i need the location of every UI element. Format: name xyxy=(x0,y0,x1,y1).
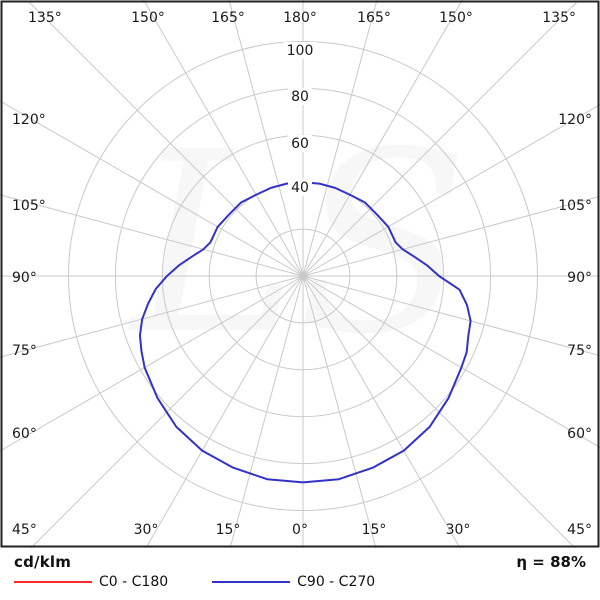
unit-label: cd/klm xyxy=(14,553,72,571)
legend-entry-c90-c270[interactable]: C90 - C270 xyxy=(212,574,375,590)
grid-spoke xyxy=(302,275,600,449)
angle-label: 150° xyxy=(439,10,473,26)
angle-label: 150° xyxy=(131,10,165,26)
grid-spoke xyxy=(145,275,304,548)
legend-entry-c0-c180[interactable]: C0 - C180 xyxy=(14,574,168,590)
angle-label: 90° xyxy=(12,270,37,286)
angle-label: 45° xyxy=(567,522,592,538)
angle-label: 135° xyxy=(28,10,62,26)
angle-label: 105° xyxy=(12,198,46,214)
radial-label-backdrop xyxy=(283,42,317,59)
radial-tick-label: 80 xyxy=(291,89,309,105)
grid-spoke xyxy=(302,2,577,277)
grid-spoke xyxy=(302,195,600,277)
grid-spoke xyxy=(302,0,463,277)
angle-label: 165° xyxy=(211,10,245,26)
legend-swatch-c0-c180 xyxy=(14,581,92,583)
angle-label: 15° xyxy=(362,522,387,538)
radial-label-backdrop xyxy=(288,88,312,105)
grid-ring xyxy=(255,228,351,324)
angle-label: 90° xyxy=(567,270,592,286)
angle-label: 30° xyxy=(446,522,471,538)
angle-label: 135° xyxy=(542,10,576,26)
angle-label: 15° xyxy=(216,522,241,538)
grid-spoke xyxy=(0,275,304,452)
curve-c90-c270 xyxy=(138,181,472,484)
angle-label: 165° xyxy=(357,10,391,26)
angle-tick-labels: 135° 150° 165° 180° 165° 150° 135° 120° 105° 90° 7… xyxy=(12,10,592,538)
distribution-curves xyxy=(138,181,472,484)
grid-spoke xyxy=(0,275,304,358)
grid-spoke xyxy=(302,0,378,277)
plot-border xyxy=(0,0,600,548)
radial-tick-label: 100 xyxy=(287,43,314,59)
radial-label-backdrop xyxy=(288,135,312,152)
efficiency-label: η = 88% xyxy=(516,553,586,571)
radial-tick-labels: 100 80 60 40 xyxy=(283,42,317,196)
angle-label: 0° xyxy=(292,522,308,538)
legend-entries: C0 - C180 C90 - C270 xyxy=(14,574,375,590)
grid-spoke xyxy=(29,2,304,277)
angle-label: 30° xyxy=(134,522,159,538)
grid-spoke xyxy=(229,275,304,548)
grid-spoke xyxy=(302,275,461,548)
grid-spoke xyxy=(302,275,377,548)
angle-label: 105° xyxy=(558,198,592,214)
grid-spoke xyxy=(302,103,600,277)
legend-label-c0-c180: C0 - C180 xyxy=(99,574,169,590)
angle-label: 120° xyxy=(12,112,46,128)
angle-label: 120° xyxy=(558,112,592,128)
angle-label: 60° xyxy=(12,426,37,442)
angle-label: 180° xyxy=(283,10,317,26)
angle-label: 75° xyxy=(567,343,592,359)
polar-plot-frame: LS 135° 150° 165° 180° 165° 150° 135° 120° 105° 9… xyxy=(0,0,600,548)
angle-label: 45° xyxy=(12,522,37,538)
radial-tick-label: 60 xyxy=(291,136,309,152)
radial-label-backdrop xyxy=(288,179,312,196)
legend-swatch-c90-c270 xyxy=(212,581,291,583)
radial-tick-label: 40 xyxy=(291,180,309,196)
grid-spoke xyxy=(228,0,304,277)
angle-label: 60° xyxy=(567,426,592,442)
grid-spoke xyxy=(0,100,304,277)
grid-spoke xyxy=(302,275,600,357)
grid-spoke xyxy=(0,194,304,277)
legend-label-c90-c270: C90 - C270 xyxy=(297,574,376,590)
legend-bar: cd/klm η = 88% C0 - C180 C90 - C270 xyxy=(0,548,600,600)
angle-label: 75° xyxy=(12,343,37,359)
grid-spoke xyxy=(143,0,304,277)
grid-ring xyxy=(68,41,538,511)
polar-plot-svg: LS 135° 150° 165° 180° 165° 150° 135°120°105°9… xyxy=(0,0,600,548)
